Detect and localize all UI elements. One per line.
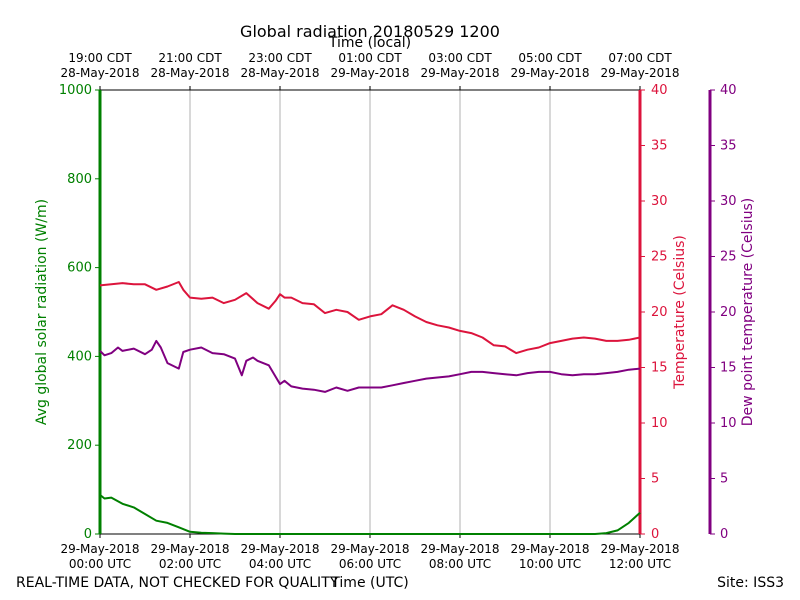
top-tick-label-time: 03:00 CDT (428, 51, 492, 65)
x-tick-label-date: 29-May-2018 (330, 542, 409, 556)
top-tick-label-time: 01:00 CDT (338, 51, 402, 65)
y-far-right-tick-label: 5 (720, 472, 728, 487)
site-label: Site: ISS3 (717, 575, 784, 591)
top-tick-label-time: 07:00 CDT (608, 51, 672, 65)
far-right-axis-title: Dew point temperature (Celsius) (740, 198, 756, 426)
top-axis-label: Time (local) (328, 35, 411, 51)
top-tick-label-date: 28-May-2018 (60, 66, 139, 80)
y-right-tick-label: 20 (651, 305, 668, 320)
y-far-right-tick-label: 0 (720, 527, 728, 542)
y-left-tick-label: 1000 (59, 83, 92, 98)
top-tick-label-time: 19:00 CDT (68, 51, 132, 65)
solar-radiation-line (99, 494, 641, 535)
y-right-tick-label: 15 (651, 361, 668, 376)
quality-disclaimer: REAL-TIME DATA, NOT CHECKED FOR QUALITY (16, 575, 339, 591)
y-right-tick-label: 10 (651, 416, 668, 431)
y-far-right-tick-label: 35 (720, 139, 737, 154)
y-right-tick-label: 0 (651, 527, 659, 542)
top-tick-label-date: 29-May-2018 (510, 66, 589, 80)
y-far-right-tick-label: 15 (720, 361, 737, 376)
right-axis-ticks: 0 5 10 15 20 25 30 35 40 (640, 83, 668, 542)
y-left-tick-label: 400 (67, 349, 92, 364)
top-tick-label-time: 05:00 CDT (518, 51, 582, 65)
y-far-right-tick-label: 20 (720, 305, 737, 320)
y-right-tick-label: 40 (651, 83, 668, 98)
y-right-tick-label: 35 (651, 139, 668, 154)
top-tick-label-time: 23:00 CDT (248, 51, 312, 65)
top-tick-label-date: 28-May-2018 (240, 66, 319, 80)
x-tick-label-time: 00:00 UTC (69, 557, 131, 571)
series-layer (99, 281, 641, 535)
y-left-tick-label: 800 (67, 172, 92, 187)
y-left-tick-label: 0 (84, 527, 92, 542)
top-tick-label-date: 29-May-2018 (420, 66, 499, 80)
x-axis-title: Time (UTC) (330, 575, 408, 591)
left-axis-ticks: 0 200 400 600 800 1000 (59, 83, 100, 542)
dew-point-line (99, 339, 641, 393)
x-tick-label-date: 29-May-2018 (240, 542, 319, 556)
y-left-tick-label: 600 (67, 261, 92, 276)
top-tick-label-time: 21:00 CDT (158, 51, 222, 65)
y-far-right-tick-label: 10 (720, 416, 737, 431)
left-axis-title: Avg global solar radiation (W/m) (34, 199, 50, 425)
x-tick-label-time: 10:00 UTC (519, 557, 581, 571)
x-tick-label-time: 08:00 UTC (429, 557, 491, 571)
temperature-line (99, 281, 641, 355)
y-far-right-tick-label: 30 (720, 194, 737, 209)
x-tick-label-date: 29-May-2018 (510, 542, 589, 556)
x-tick-label-date: 29-May-2018 (60, 542, 139, 556)
grid-lines (189, 90, 551, 534)
x-tick-label-date: 29-May-2018 (150, 542, 229, 556)
top-tick-label-date: 28-May-2018 (150, 66, 229, 80)
top-tick-label-date: 29-May-2018 (600, 66, 679, 80)
y-far-right-tick-label: 40 (720, 83, 737, 98)
top-tick-label-date: 29-May-2018 (330, 66, 409, 80)
y-left-tick-label: 200 (67, 438, 92, 453)
right-axis-title: Temperature (Celsius) (672, 235, 688, 390)
y-far-right-tick-label: 25 (720, 250, 737, 265)
y-right-tick-label: 5 (651, 472, 659, 487)
y-right-tick-label: 25 (651, 250, 668, 265)
x-tick-label-date: 29-May-2018 (600, 542, 679, 556)
y-right-tick-label: 30 (651, 194, 668, 209)
chart-title: Global radiation 20180529 1200 (240, 22, 500, 41)
x-tick-label-date: 29-May-2018 (420, 542, 499, 556)
x-tick-label-time: 02:00 UTC (159, 557, 221, 571)
x-tick-label-time: 12:00 UTC (609, 557, 671, 571)
x-tick-label-time: 06:00 UTC (339, 557, 401, 571)
far-right-axis-ticks: 0 5 10 15 20 25 30 35 40 (710, 83, 737, 542)
x-tick-label-time: 04:00 UTC (249, 557, 311, 571)
